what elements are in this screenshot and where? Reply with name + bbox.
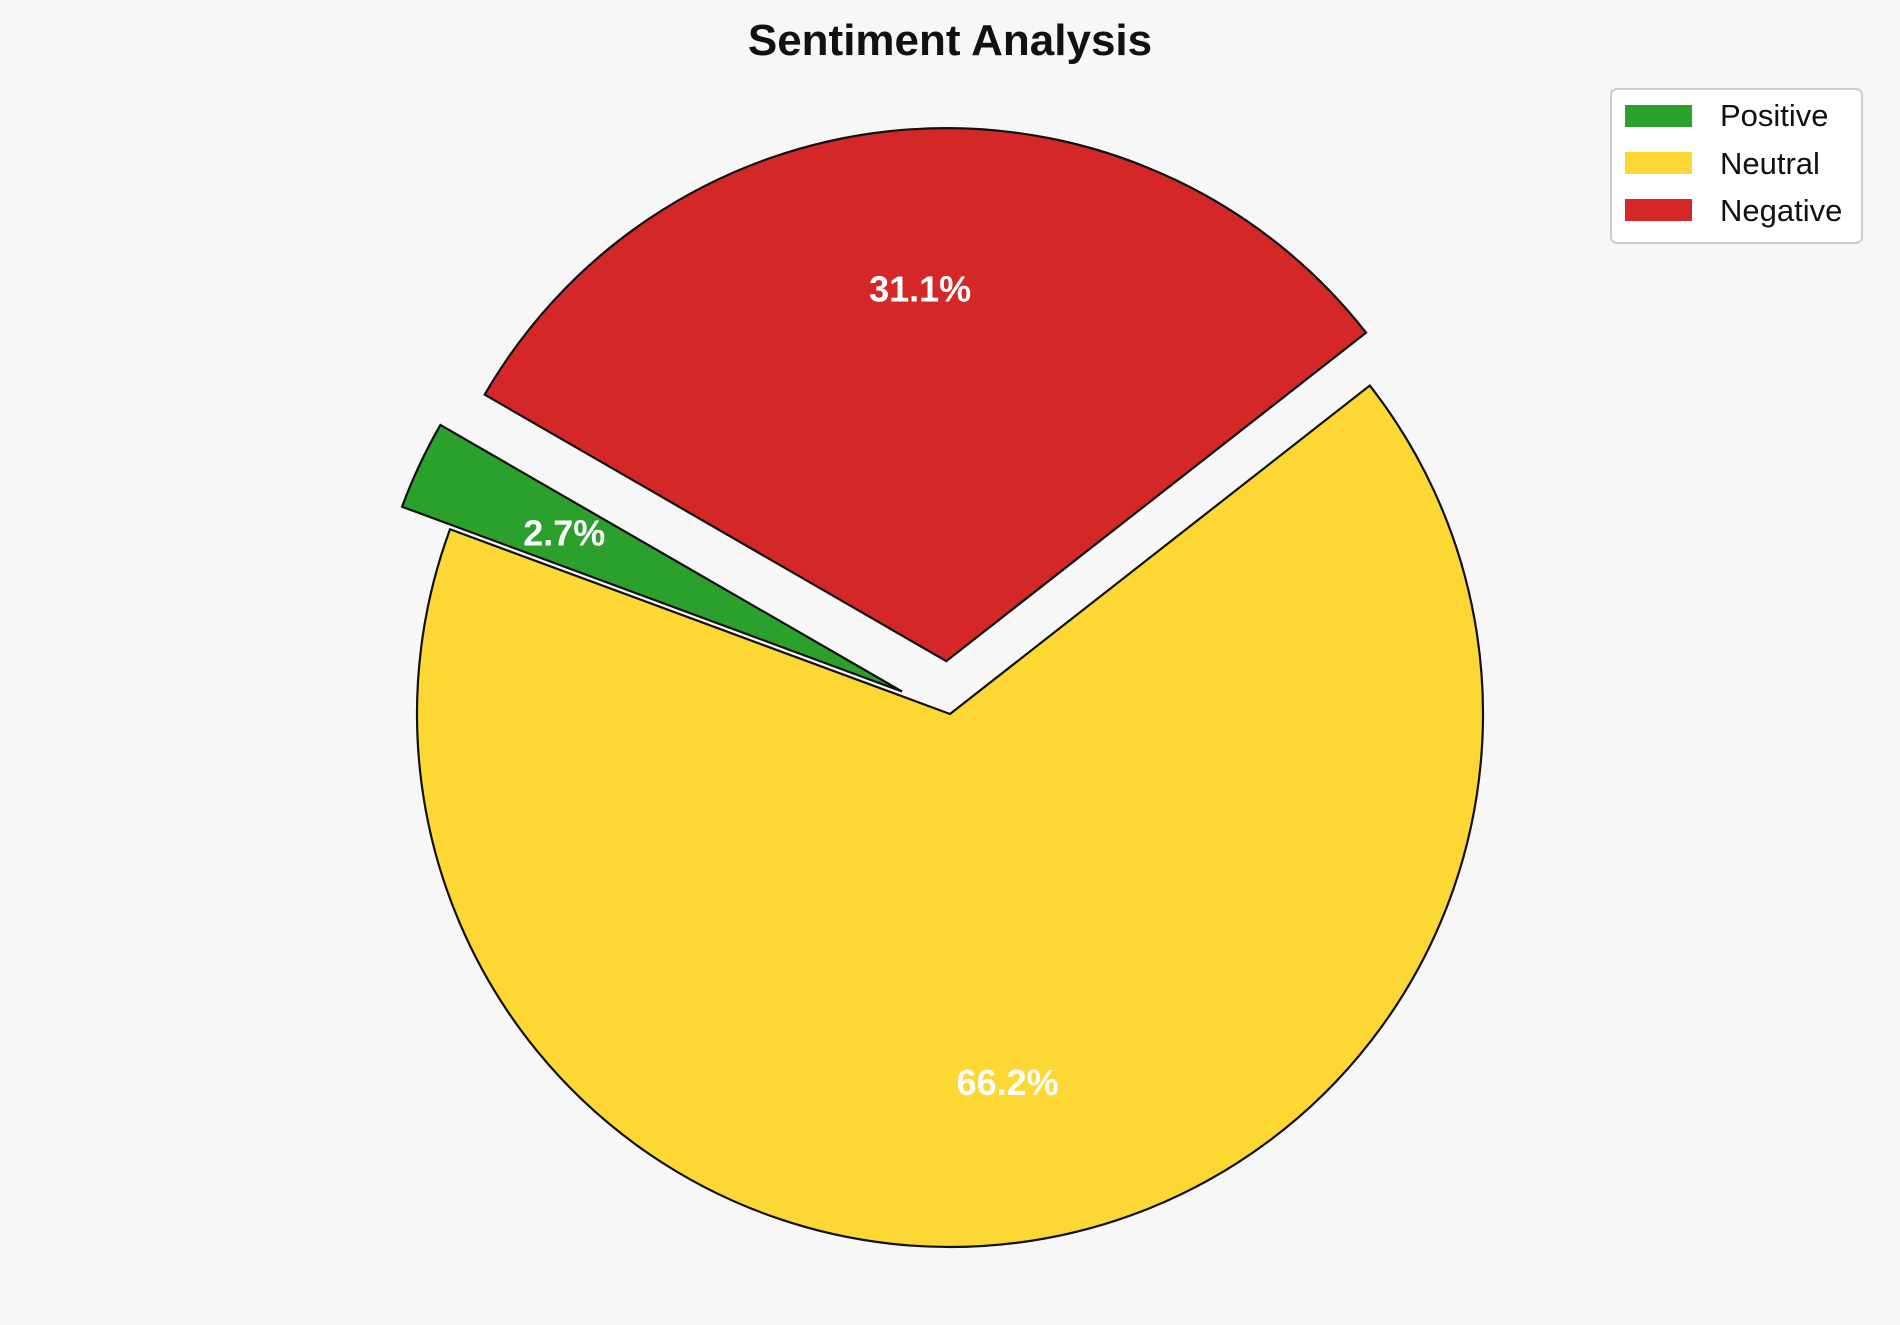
pie-slice-positive [400,423,903,693]
legend-label-negative: Negative [1720,193,1842,228]
chart-title: Sentiment Analysis [748,16,1152,65]
legend-item-neutral: Neutral [1625,146,1820,181]
pie-label-negative: 31.1% [869,268,971,309]
pie-label-positive: 2.7% [523,512,605,553]
legend-swatch-neutral [1625,152,1692,174]
pie-slice-negative [483,127,1368,663]
pie-slice-labels: 2.7% 66.2% 31.1% [523,268,1058,1103]
legend-swatch-negative [1625,199,1692,221]
legend-label-neutral: Neutral [1720,146,1820,181]
legend-label-positive: Positive [1720,98,1829,133]
pie-slices [400,127,1485,1249]
legend-item-positive: Positive [1625,98,1829,133]
pie-slice-neutral [415,384,1485,1249]
legend-item-negative: Negative [1625,193,1842,228]
pie-label-neutral: 66.2% [957,1062,1059,1103]
legend-swatch-positive [1625,105,1692,127]
legend: Positive Neutral Negative [1610,88,1863,244]
